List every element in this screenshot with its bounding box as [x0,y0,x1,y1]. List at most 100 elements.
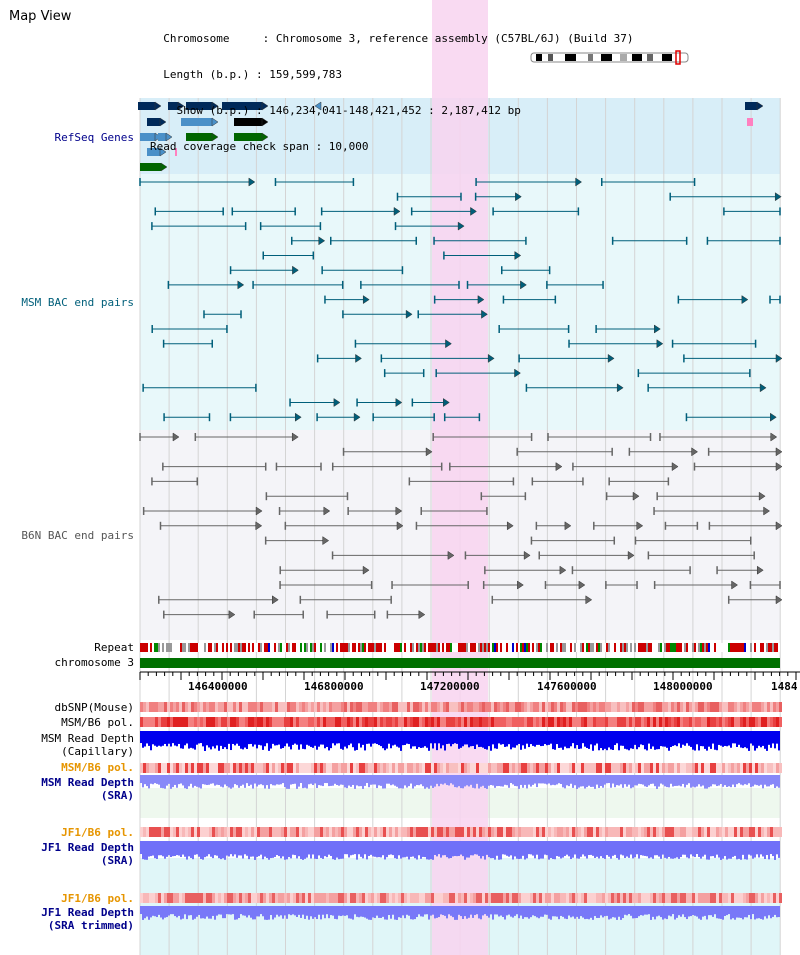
msm-bac-pair-arrow[interactable] [520,280,527,290]
gene-feature[interactable] [222,102,262,110]
msm-bac-pair-arrow[interactable] [514,368,521,378]
b6n-bac-pair-arrow[interactable] [517,580,524,590]
b6n-bac-pair-arrow[interactable] [578,580,586,590]
msm-bac-pair-arrow[interactable] [607,353,615,363]
b6n-bac-pair-arrow[interactable] [396,521,404,531]
gene-strand-arrow[interactable] [211,117,219,127]
gene-strand-arrow[interactable] [756,101,764,111]
msm-bac-pair-arrow[interactable] [770,412,777,422]
msm-bac-pair-arrow[interactable] [248,177,256,187]
msm-bac-pair-arrow[interactable] [515,192,522,202]
b6n-bac-pair-arrow[interactable] [395,506,403,516]
msm-bac-pair-arrow[interactable] [294,412,302,422]
dbsnp-label[interactable]: dbSNP(Mouse) [54,701,134,714]
gene-strand-arrow[interactable] [211,132,219,142]
gene-strand-arrow[interactable] [314,101,322,111]
gene-feature[interactable] [147,118,160,126]
b6n-bac-pair-arrow[interactable] [636,521,644,531]
msm-bac-pair-arrow[interactable] [654,324,661,334]
msm-bac-label[interactable]: MSM BAC end pairs [21,296,134,309]
gene-feature[interactable] [181,118,212,126]
b6n-bac-pair-arrow[interactable] [255,521,263,531]
b6n-bac-pair-arrow[interactable] [559,565,567,575]
b6n-bac-pair-arrow[interactable] [671,462,679,472]
gene-feature[interactable] [745,102,757,110]
msm-pol-sra-label[interactable]: MSM/B6 pol. [61,761,134,774]
b6n-bac-pair-arrow[interactable] [447,550,455,560]
b6n-bac-pair-arrow[interactable] [763,506,771,516]
gene-feature[interactable] [168,102,178,110]
b6n-bac-pair-arrow[interactable] [172,432,180,442]
gene-feature[interactable] [186,133,212,141]
b6n-bac-pair-arrow[interactable] [322,536,330,546]
msm-bac-pair-arrow[interactable] [362,295,370,305]
b6n-bac-pair-arrow[interactable] [523,550,531,560]
msm-bac-pair-arrow[interactable] [575,177,583,187]
msm-bac-pair-arrow[interactable] [393,206,401,216]
b6n-bac-pair-arrow[interactable] [731,580,739,590]
gene-feature[interactable] [140,163,161,171]
gene-feature[interactable] [140,133,155,141]
msm-bac-pair-arrow[interactable] [318,236,326,246]
msm-bac-pair-arrow[interactable] [656,339,664,349]
b6n-bac-pair-arrow[interactable] [425,447,433,457]
jf1-depth-label[interactable]: JF1 Read Depth (SRA) [41,841,134,867]
gene-strand-arrow[interactable] [159,147,167,157]
msm-bac-pair-arrow[interactable] [514,251,522,260]
b6n-bac-pair-arrow[interactable] [756,565,764,575]
msm-bac-pair-arrow[interactable] [333,398,341,407]
msm-bac-pair-arrow[interactable] [487,353,495,363]
b6n-bac-pair-arrow[interactable] [418,610,426,620]
msm-depth-sra-label[interactable]: MSM Read Depth (SRA) [41,776,134,802]
gene-feature[interactable] [747,118,753,126]
msm-bac-pair-arrow[interactable] [616,383,624,393]
msm-depth-capillary-label[interactable]: MSM Read Depth (Capillary) [41,732,134,758]
msm-bac-pair-arrow[interactable] [355,353,362,363]
msm-bac-pair-arrow[interactable] [759,383,767,393]
msm-bac-pair-arrow[interactable] [445,339,452,349]
b6n-bac-pair-arrow[interactable] [775,462,783,472]
msm-bac-pair-arrow[interactable] [470,206,477,216]
gene-strand-arrow[interactable] [177,101,185,111]
gene-strand-arrow[interactable] [261,132,269,142]
jf1-pol-trimmed-label[interactable]: JF1/B6 pol. [61,892,134,905]
msm-bac-pair-arrow[interactable] [775,353,783,363]
ideogram-position-marker[interactable] [675,50,681,65]
chromosome-3-bar[interactable] [140,658,780,668]
b6n-bac-pair-arrow[interactable] [632,491,640,501]
gene-strand-arrow[interactable] [261,101,269,111]
msm-pol-label[interactable]: MSM/B6 pol. [61,716,134,729]
msm-bac-pair-arrow[interactable] [405,309,413,319]
b6n-bac-pair-arrow[interactable] [691,447,699,457]
msm-bac-pair-arrow[interactable] [481,309,488,319]
gene-strand-arrow[interactable] [160,162,168,172]
msm-bac-pair-arrow[interactable] [457,221,465,231]
refseq-genes-label[interactable]: RefSeq Genes [54,131,134,144]
msm-bac-pair-arrow[interactable] [477,295,485,305]
gene-strand-arrow[interactable] [261,117,269,127]
b6n-bac-pair-arrow[interactable] [585,595,593,605]
chromosome-ideogram[interactable] [530,50,689,65]
b6n-bac-pair-arrow[interactable] [627,550,635,560]
gene-strand-arrow[interactable] [154,101,162,111]
b6n-bac-pair-arrow[interactable] [291,432,299,442]
b6n-bac-label[interactable]: B6N BAC end pairs [21,529,134,542]
b6n-bac-pair-arrow[interactable] [770,432,778,442]
gene-feature[interactable] [158,133,166,141]
jf1-depth-trimmed-label[interactable]: JF1 Read Depth (SRA trimmed) [41,906,134,932]
b6n-bac-pair-arrow[interactable] [255,506,263,516]
b6n-bac-pair-arrow[interactable] [228,610,236,620]
b6n-bac-pair-arrow[interactable] [564,521,572,531]
gene-feature[interactable] [234,118,262,126]
selected-region-highlight[interactable] [432,0,488,955]
gene-strand-arrow[interactable] [165,132,173,142]
msm-bac-pair-arrow[interactable] [774,192,782,202]
msm-bac-pair-arrow[interactable] [237,280,245,290]
gene-strand-arrow[interactable] [211,101,219,111]
b6n-bac-pair-arrow[interactable] [555,462,563,472]
gene-strand-arrow[interactable] [159,117,167,127]
b6n-bac-pair-arrow[interactable] [775,521,783,531]
gene-feature[interactable] [175,148,177,156]
jf1-pol-label[interactable]: JF1/B6 pol. [61,826,134,839]
msm-bac-pair-arrow[interactable] [292,265,299,275]
